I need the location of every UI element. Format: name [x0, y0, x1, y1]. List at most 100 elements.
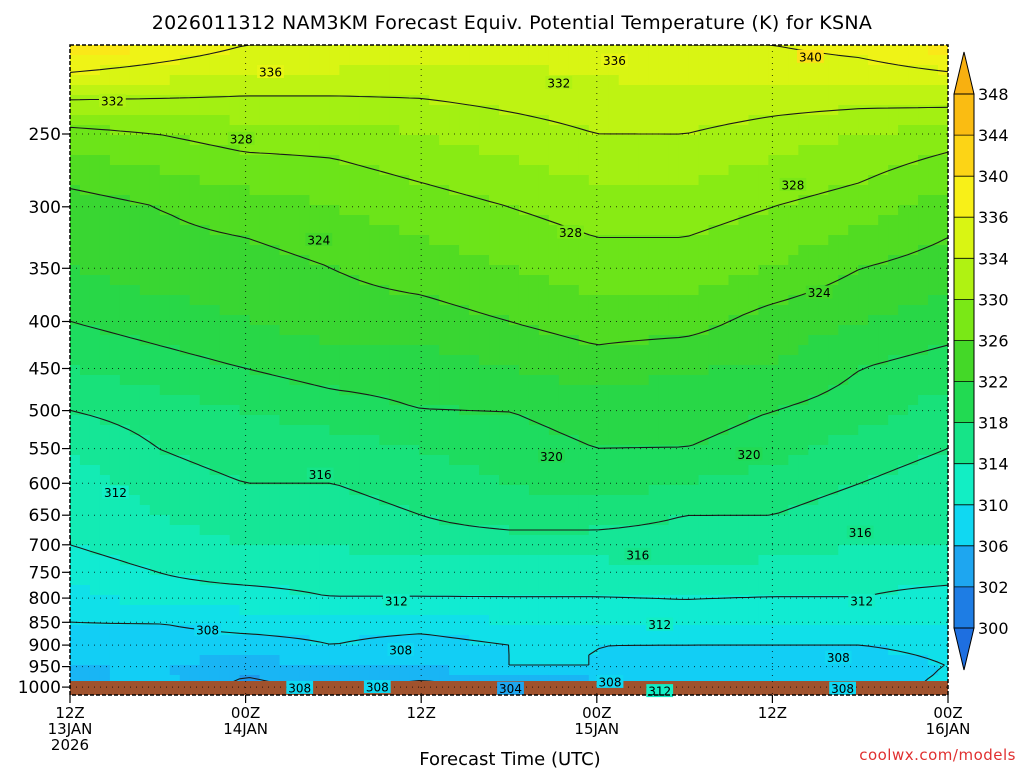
field-cell	[798, 305, 809, 316]
field-cell	[229, 485, 241, 496]
field-cell	[229, 295, 241, 306]
field-cell	[538, 585, 550, 596]
field-cell	[538, 165, 550, 176]
field-cell	[119, 525, 131, 536]
field-cell	[489, 515, 500, 526]
field-cell	[279, 545, 291, 556]
field-cell	[79, 405, 91, 416]
field-cell	[788, 395, 799, 406]
field-cell	[718, 305, 730, 316]
field-cell	[159, 515, 171, 526]
field-cell	[449, 155, 460, 166]
field-cell	[139, 315, 151, 326]
field-cell	[878, 85, 889, 96]
field-cell	[459, 585, 470, 596]
field-cell	[109, 565, 121, 576]
field-cell	[259, 355, 271, 366]
field-cell	[149, 145, 161, 156]
field-cell	[79, 285, 91, 296]
field-cell	[109, 205, 121, 216]
field-cell	[409, 485, 420, 496]
field-cell	[688, 95, 700, 106]
field-cell	[389, 175, 400, 186]
field-cell	[339, 395, 350, 406]
field-cell	[608, 295, 620, 306]
field-cell	[798, 245, 809, 256]
field-cell	[928, 235, 939, 246]
field-cell	[538, 365, 550, 376]
field-cell	[309, 345, 321, 356]
field-cell	[139, 485, 151, 496]
field-cell	[768, 555, 779, 566]
field-cell	[848, 95, 859, 106]
field-cell	[878, 405, 889, 416]
field-cell	[598, 475, 610, 486]
field-cell	[109, 515, 121, 526]
field-cell	[748, 355, 760, 366]
field-cell	[718, 535, 730, 546]
field-cell	[359, 95, 370, 106]
field-cell	[209, 415, 221, 426]
field-cell	[758, 545, 770, 556]
field-cell	[798, 565, 809, 576]
field-cell	[349, 225, 360, 236]
field-cell	[489, 305, 500, 316]
field-cell	[768, 215, 779, 226]
field-cell	[898, 385, 909, 396]
field-cell	[379, 65, 390, 76]
field-cell	[708, 295, 720, 306]
field-cell	[738, 525, 750, 536]
field-cell	[79, 245, 91, 256]
field-cell	[928, 475, 939, 486]
field-cell	[129, 65, 141, 76]
field-cell	[548, 345, 560, 356]
field-cell	[608, 265, 620, 276]
field-cell	[149, 595, 161, 606]
field-cell	[299, 285, 311, 296]
field-cell	[858, 435, 869, 446]
field-cell	[698, 295, 710, 306]
field-cell	[548, 125, 560, 136]
field-cell	[588, 375, 600, 386]
field-cell	[70, 515, 81, 526]
field-cell	[459, 165, 470, 176]
field-cell	[818, 115, 829, 126]
field-cell	[798, 455, 809, 466]
field-cell	[239, 115, 251, 126]
field-cell	[209, 295, 221, 306]
field-cell	[459, 495, 470, 506]
field-cell	[339, 155, 350, 166]
field-cell	[229, 455, 241, 466]
field-cell	[489, 415, 500, 426]
field-cell	[798, 215, 809, 226]
field-cell	[828, 485, 839, 496]
field-cell	[329, 75, 340, 86]
field-cell	[149, 155, 161, 166]
field-cell	[79, 485, 91, 496]
field-cell	[509, 395, 520, 406]
field-cell	[489, 205, 500, 216]
field-cell	[459, 245, 470, 256]
field-cell	[229, 215, 241, 226]
field-cell	[169, 555, 181, 566]
field-cell	[538, 285, 550, 296]
field-cell	[479, 175, 490, 186]
field-cell	[888, 545, 899, 556]
field-cell	[129, 595, 141, 606]
field-cell	[79, 165, 91, 176]
field-cell	[578, 105, 590, 116]
field-cell	[299, 105, 311, 116]
field-cell	[768, 285, 779, 296]
field-cell	[179, 195, 191, 206]
field-cell	[439, 505, 450, 516]
field-cell	[219, 115, 231, 126]
field-cell	[459, 135, 470, 146]
field-cell	[828, 345, 839, 356]
field-cell	[469, 255, 480, 266]
field-cell	[848, 225, 859, 236]
field-cell	[788, 565, 799, 576]
field-cell	[70, 155, 81, 166]
field-cell	[638, 295, 650, 306]
field-cell	[109, 405, 121, 416]
field-cell	[239, 95, 251, 106]
